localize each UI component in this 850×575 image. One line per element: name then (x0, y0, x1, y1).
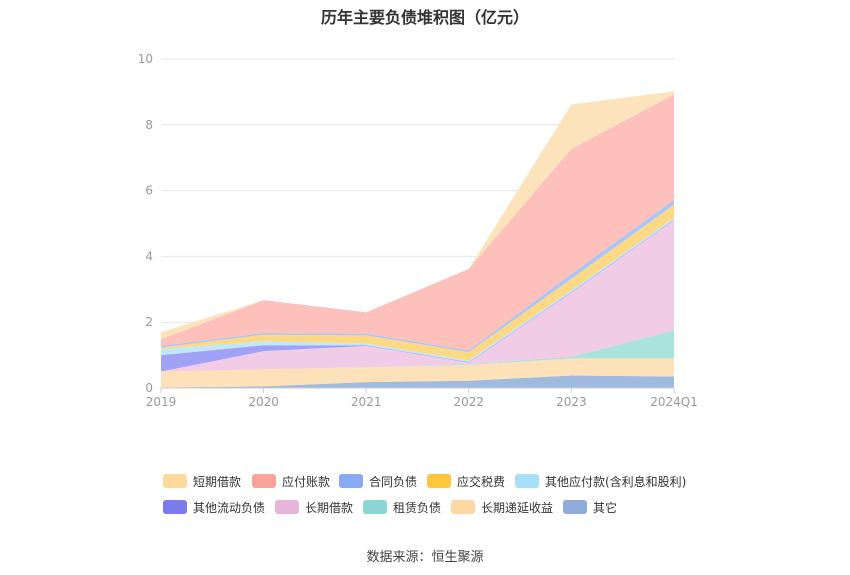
legend-swatch (163, 500, 187, 514)
legend-item[interactable]: 其他应付款(含利息和股利) (515, 472, 686, 490)
legend-item[interactable]: 长期递延收益 (451, 498, 553, 516)
legend-item[interactable]: 应付账款 (252, 472, 330, 490)
x-tick-label: 2020 (248, 395, 279, 409)
y-tick-label: 0 (145, 381, 153, 395)
legend-label: 合同负债 (369, 474, 418, 489)
area-series-6 (161, 204, 674, 361)
y-tick-label: 8 (145, 118, 153, 132)
legend-label: 其他应付款(含利息和股利) (545, 474, 687, 489)
legend-item[interactable]: 租赁负债 (363, 498, 441, 516)
legend-swatch (427, 474, 451, 488)
stacked-area-chart: 0 2 4 6 8 10 2019 2020 2021 2022 2023 2024Q1 (138, 52, 698, 409)
area-series-1 (161, 358, 674, 388)
x-tick-label: 2022 (454, 395, 485, 409)
legend-item[interactable]: 其它 (563, 498, 617, 516)
area-series-0 (161, 375, 674, 388)
x-tick-label: 2019 (146, 395, 177, 409)
area-series-7 (161, 199, 674, 353)
legend-swatch (339, 474, 363, 488)
legend-swatch (275, 500, 299, 514)
legend-item[interactable]: 其他流动负债 (163, 498, 265, 516)
legend-label: 应付账款 (282, 474, 331, 489)
area-series-4 (161, 219, 674, 372)
legend-label: 短期借款 (193, 474, 242, 489)
legend-swatch (515, 474, 539, 488)
legend-label: 长期递延收益 (481, 500, 554, 515)
area-series-5 (161, 217, 674, 363)
x-tick-label: 2023 (556, 395, 587, 409)
legend-label: 租赁负债 (393, 500, 442, 515)
legend-label: 其他流动负债 (193, 500, 266, 515)
legend-label: 长期借款 (305, 500, 354, 515)
area-series-8 (161, 94, 674, 351)
legend-label: 其它 (593, 500, 618, 515)
legend-item[interactable]: 长期借款 (275, 498, 353, 516)
area-series-3 (161, 220, 674, 372)
legend-item[interactable]: 合同负债 (339, 472, 417, 490)
x-tick-label: 2024Q1 (650, 395, 698, 409)
legend-swatch (252, 474, 276, 488)
legend-label: 应交税费 (457, 474, 506, 489)
legend-item[interactable]: 应交税费 (427, 472, 505, 490)
area-series-9 (161, 91, 674, 340)
y-tick-label: 2 (145, 315, 153, 329)
legend-swatch (451, 500, 475, 514)
legend-swatch (563, 500, 587, 514)
x-tick-label: 2021 (351, 395, 382, 409)
legend-swatch (163, 474, 187, 488)
data-source-note: 数据来源：恒生聚源 (366, 550, 484, 565)
legend-item[interactable]: 短期借款 (163, 472, 241, 490)
y-tick-label: 6 (145, 184, 153, 198)
y-tick-label: 4 (145, 249, 153, 263)
legend-swatch (363, 500, 387, 514)
y-tick-label: 10 (138, 52, 153, 66)
chart-title: 历年主要负债堆积图（亿元） (320, 8, 529, 27)
